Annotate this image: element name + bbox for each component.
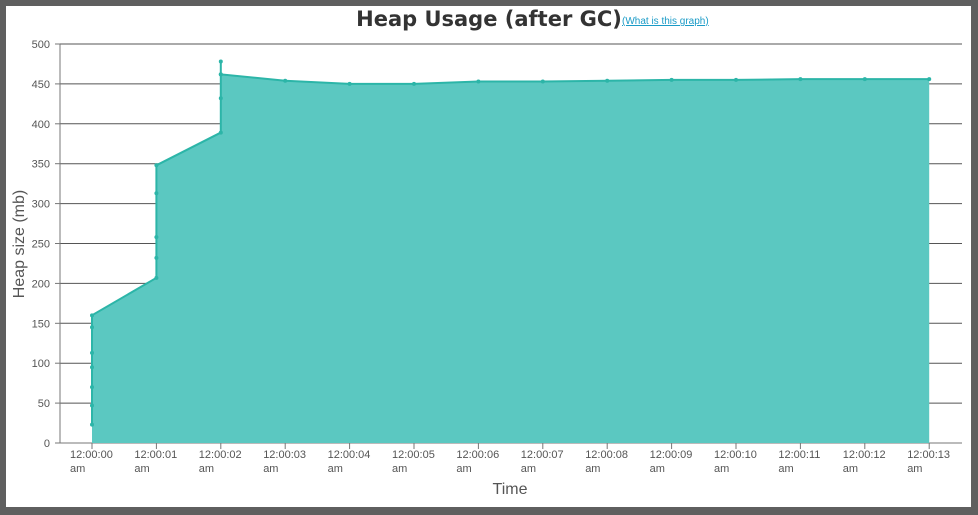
data-point[interactable]	[154, 255, 159, 260]
data-point[interactable]	[154, 191, 159, 196]
x-tick-label-ampm: am	[907, 463, 922, 475]
what-is-this-graph-link[interactable]: (What is this graph)	[622, 16, 709, 27]
data-point[interactable]	[476, 79, 481, 84]
data-point[interactable]	[927, 77, 932, 82]
x-tick-label-ampm: am	[328, 463, 343, 475]
data-point[interactable]	[669, 77, 674, 82]
data-point[interactable]	[90, 422, 94, 427]
data-point[interactable]	[347, 81, 352, 86]
data-point[interactable]	[90, 313, 94, 318]
data-point[interactable]	[90, 350, 94, 355]
y-axis-ticks: 0 50 100 150 200 250 300 350 400 450 500	[32, 39, 60, 450]
data-point[interactable]	[218, 130, 223, 135]
heap-series-line	[91, 61, 930, 425]
y-tick-label: 400	[32, 119, 50, 131]
data-point[interactable]	[540, 79, 545, 84]
x-tick-label-time: 12:00:04	[328, 449, 371, 461]
x-tick-label-ampm: am	[778, 463, 793, 475]
data-point[interactable]	[154, 275, 159, 280]
data-point[interactable]	[605, 78, 610, 83]
data-point[interactable]	[283, 78, 288, 83]
x-tick-label-time: 12:00:01	[134, 449, 177, 461]
x-tick-label-ampm: am	[843, 463, 858, 475]
x-tick-label-time: 12:00:03	[263, 449, 306, 461]
data-point[interactable]	[412, 81, 416, 86]
data-point[interactable]	[734, 77, 738, 82]
x-tick-label-ampm: am	[456, 463, 471, 475]
x-tick-label-time: 12:00:00	[70, 449, 113, 461]
y-tick-label: 350	[32, 159, 50, 171]
x-tick-label-ampm: am	[392, 463, 407, 475]
x-tick-label-time: 12:00:11	[778, 449, 820, 461]
y-tick-label: 200	[32, 278, 50, 290]
x-tick-label-time: 12:00:06	[456, 449, 499, 461]
data-point[interactable]	[218, 59, 223, 64]
x-tick-label-ampm: am	[70, 463, 85, 475]
y-tick-label: 0	[44, 438, 50, 450]
data-point[interactable]	[90, 385, 94, 390]
x-axis-title: Time	[493, 481, 528, 498]
y-tick-label: 450	[32, 79, 50, 91]
data-point[interactable]	[154, 163, 159, 168]
x-tick-label-time: 12:00:13	[907, 449, 950, 461]
x-tick-label-time: 12:00:08	[585, 449, 628, 461]
data-point[interactable]	[154, 235, 159, 240]
x-tick-label-ampm: am	[650, 463, 665, 475]
y-axis-title: Heap size (mb)	[11, 190, 28, 298]
data-point[interactable]	[90, 325, 94, 330]
x-tick-label-time: 12:00:02	[199, 449, 242, 461]
chart-title: Heap Usage (after GC)	[356, 7, 622, 31]
x-tick-label-ampm: am	[585, 463, 600, 475]
x-tick-label-ampm: am	[134, 463, 149, 475]
y-tick-label: 50	[38, 398, 50, 410]
data-point[interactable]	[218, 72, 223, 77]
data-point[interactable]	[862, 77, 867, 82]
x-tick-label-time: 12:00:12	[843, 449, 886, 461]
x-tick-label-time: 12:00:07	[521, 449, 564, 461]
y-tick-label: 150	[32, 318, 50, 330]
area-fill	[92, 61, 930, 443]
data-point[interactable]	[90, 403, 94, 408]
x-tick-label-ampm: am	[199, 463, 214, 475]
x-tick-label-ampm: am	[714, 463, 729, 475]
y-tick-label: 500	[32, 39, 50, 51]
x-axis-ticks: 12:00:00 am 12:00:01 am 12:00:02 am 12:00:03 am…	[70, 443, 950, 475]
x-tick-label-time: 12:00:09	[650, 449, 693, 461]
x-tick-label-ampm: am	[521, 463, 536, 475]
y-tick-label: 300	[32, 199, 50, 211]
y-tick-label: 250	[32, 239, 50, 251]
data-point[interactable]	[798, 77, 803, 82]
x-tick-label-time: 12:00:10	[714, 449, 757, 461]
data-point[interactable]	[90, 365, 94, 370]
x-tick-label-ampm: am	[263, 463, 278, 475]
y-tick-label: 100	[32, 358, 50, 370]
plot-area	[90, 59, 932, 443]
x-tick-label-time: 12:00:05	[392, 449, 435, 461]
data-point[interactable]	[218, 96, 223, 101]
